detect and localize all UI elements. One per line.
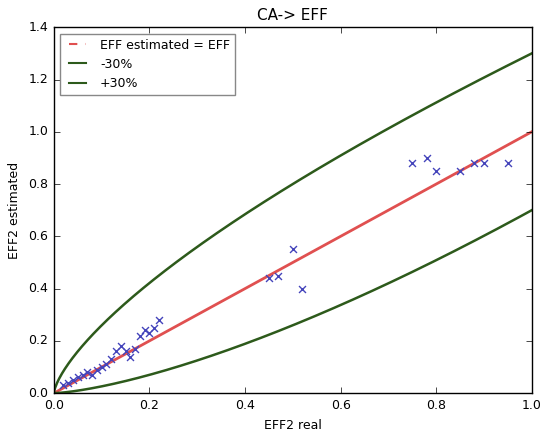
Point xyxy=(131,345,140,352)
Point xyxy=(135,332,144,339)
Point xyxy=(298,285,307,292)
Point xyxy=(83,369,92,376)
Point xyxy=(274,272,283,279)
Point xyxy=(107,356,116,363)
Point xyxy=(92,366,101,373)
Point xyxy=(455,168,464,175)
Legend: EFF estimated = EFF, -30%, +30%: EFF estimated = EFF, -30%, +30% xyxy=(60,33,235,95)
Point xyxy=(87,371,96,378)
Point xyxy=(112,348,120,355)
Point xyxy=(480,160,488,167)
Point xyxy=(117,343,125,350)
Point xyxy=(69,377,78,384)
Point xyxy=(150,324,158,331)
Title: CA-> EFF: CA-> EFF xyxy=(257,8,328,23)
Point xyxy=(78,371,87,378)
Point xyxy=(73,374,82,381)
Point xyxy=(102,361,111,368)
Point xyxy=(97,363,106,370)
Point xyxy=(422,154,431,161)
Point xyxy=(140,327,149,334)
Point xyxy=(145,330,154,337)
Point xyxy=(155,316,163,323)
Point xyxy=(126,353,135,360)
Point xyxy=(288,246,297,253)
Point xyxy=(432,168,441,175)
Point xyxy=(503,160,512,167)
Point xyxy=(470,160,479,167)
Point xyxy=(265,275,273,282)
Y-axis label: EFF2 estimated: EFF2 estimated xyxy=(8,161,21,259)
X-axis label: EFF2 real: EFF2 real xyxy=(264,419,322,432)
Point xyxy=(408,160,417,167)
Point xyxy=(121,348,130,355)
Point xyxy=(59,382,68,389)
Point xyxy=(64,379,73,386)
